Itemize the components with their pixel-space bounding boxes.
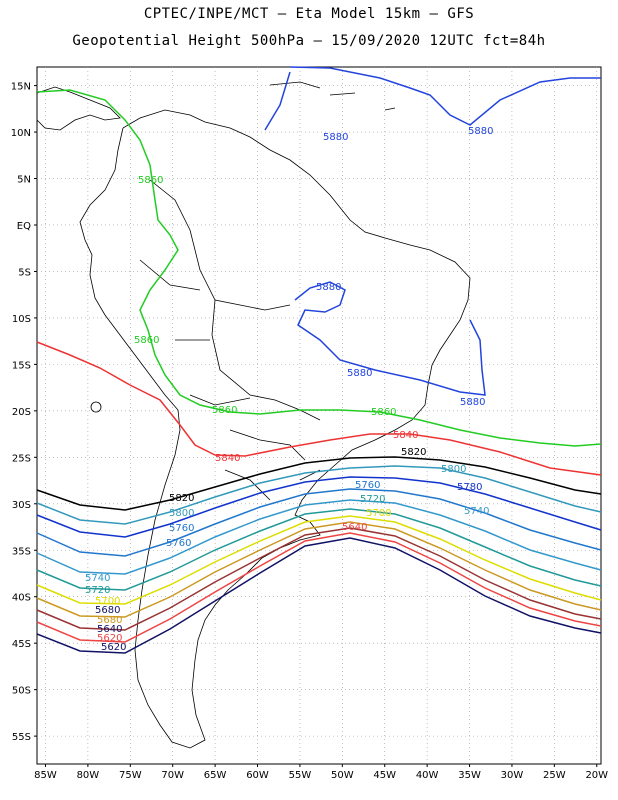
contour-label: 5880 bbox=[347, 368, 372, 379]
contour-label: 5760 bbox=[166, 538, 191, 549]
contour-label: 5700 bbox=[95, 596, 120, 607]
contour-label: 5680 bbox=[97, 615, 122, 626]
lon-label: 40W bbox=[416, 770, 439, 781]
galapagos-islet bbox=[90, 401, 102, 413]
map-title-line1: CPTEC/INPE/MCT – Eta Model 15km – GFS bbox=[143, 6, 475, 22]
contour-5700 bbox=[36, 515, 602, 605]
contour-label: 5640 bbox=[342, 522, 367, 533]
lat-label: 15S bbox=[12, 360, 31, 371]
lon-label: 75W bbox=[119, 770, 142, 781]
contour-labels: 5880 5880 5880 5880 5880 5860 5860 5860 … bbox=[85, 126, 493, 653]
contour-label: 5620 bbox=[97, 633, 122, 644]
contour-label: 5700 bbox=[366, 508, 391, 519]
contour-label: 5720 bbox=[85, 585, 110, 596]
lat-label: 15N bbox=[11, 82, 31, 93]
lon-label: 55W bbox=[289, 770, 312, 781]
coastlines bbox=[36, 81, 471, 749]
contour-label: 5880 bbox=[460, 397, 485, 408]
contour-5620 bbox=[36, 537, 602, 654]
lon-label: 25W bbox=[543, 770, 566, 781]
lat-label: 5N bbox=[17, 175, 31, 186]
lat-label: 20S bbox=[12, 407, 31, 418]
south-america-coast bbox=[79, 109, 471, 749]
contour-label: 5820 bbox=[401, 447, 426, 458]
contour-5740 bbox=[36, 499, 602, 575]
lat-label: 50S bbox=[12, 686, 31, 697]
lat-label: 40S bbox=[12, 593, 31, 604]
contour-5760 bbox=[36, 488, 602, 557]
contour-label: 5880 bbox=[323, 132, 348, 143]
contour-label: 5820 bbox=[169, 493, 194, 504]
contour-5720 bbox=[36, 508, 602, 591]
contour-label: 5720 bbox=[360, 494, 385, 505]
longitude-labels: 85W 80W 75W 70W 65W 60W 55W 50W 45W 40W 35W 30W 25W 2… bbox=[34, 770, 608, 781]
contour-label: 5800 bbox=[169, 508, 194, 519]
lat-label: 10N bbox=[11, 128, 31, 139]
contour-5660 bbox=[36, 527, 602, 631]
contour-label: 5620 bbox=[101, 642, 126, 653]
central-america-coast bbox=[36, 86, 121, 131]
contour-label: 5760 bbox=[169, 523, 194, 534]
lat-label: 10S bbox=[12, 314, 31, 325]
lon-label: 50W bbox=[331, 770, 354, 781]
lon-label: 85W bbox=[34, 770, 57, 781]
contour-5800 bbox=[36, 465, 602, 525]
contour-label: 5840 bbox=[215, 453, 240, 464]
contour-label: 5760 bbox=[355, 480, 380, 491]
contour-label: 5740 bbox=[85, 573, 110, 584]
lat-label: EQ bbox=[17, 221, 31, 232]
contour-5860 bbox=[36, 89, 602, 447]
contour-5680 bbox=[36, 521, 602, 618]
contour-label: 5880 bbox=[468, 126, 493, 137]
contour-label: 5860 bbox=[371, 407, 396, 418]
contour-label: 5880 bbox=[316, 282, 341, 293]
lon-label: 70W bbox=[161, 770, 184, 781]
contour-label: 5840 bbox=[393, 430, 418, 441]
lat-label: 45S bbox=[12, 639, 31, 650]
lon-label: 30W bbox=[501, 770, 524, 781]
map-title-line2: Geopotential Height 500hPa – 15/09/2020 … bbox=[72, 33, 546, 49]
contour-label: 5860 bbox=[138, 175, 163, 186]
axis-ticks bbox=[34, 85, 598, 767]
contour-label: 5780 bbox=[457, 482, 482, 493]
map-frame bbox=[36, 66, 602, 765]
contour-5640 bbox=[36, 532, 602, 643]
lon-label: 65W bbox=[204, 770, 227, 781]
latitude-labels: 15N 10N 5N EQ 5S 10S 15S 20S 25S 30S 35S 40S 45S 50S 5… bbox=[11, 82, 31, 744]
contour-label: 5800 bbox=[441, 464, 466, 475]
height-contours bbox=[36, 66, 602, 654]
contour-label: 5740 bbox=[464, 506, 489, 517]
lat-label: 35S bbox=[12, 546, 31, 557]
caribbean-islands bbox=[269, 81, 396, 111]
contour-label: 5860 bbox=[134, 335, 159, 346]
contour-5820 bbox=[36, 456, 602, 511]
lat-label: 30S bbox=[12, 500, 31, 511]
country-borders bbox=[139, 179, 321, 501]
lon-label: 35W bbox=[458, 770, 481, 781]
lat-label: 25S bbox=[12, 453, 31, 464]
lat-label: 55S bbox=[12, 732, 31, 743]
lon-label: 45W bbox=[373, 770, 396, 781]
contour-5780 bbox=[36, 476, 602, 538]
lon-label: 20W bbox=[585, 770, 608, 781]
contour-label: 5680 bbox=[95, 605, 120, 616]
contour-5880-interior bbox=[294, 281, 486, 396]
lat-label: 5S bbox=[18, 267, 31, 278]
lon-label: 60W bbox=[246, 770, 269, 781]
contour-label: 5640 bbox=[97, 624, 122, 635]
contour-5840 bbox=[36, 341, 602, 476]
contour-5880-north bbox=[264, 66, 601, 131]
graticule bbox=[37, 67, 601, 764]
lon-label: 80W bbox=[77, 770, 100, 781]
contour-label: 5860 bbox=[212, 405, 237, 416]
